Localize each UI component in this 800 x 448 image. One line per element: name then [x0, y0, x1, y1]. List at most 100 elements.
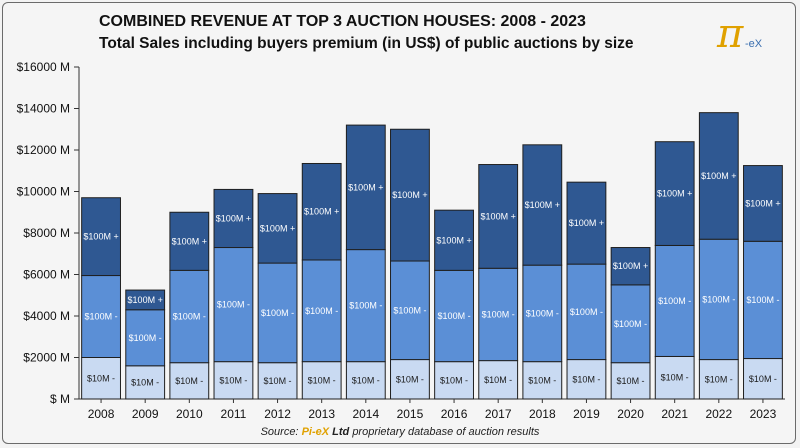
- segment-label: $100M -: [570, 307, 603, 317]
- segment-label: $100M -: [85, 312, 118, 322]
- segment-label: $10M -: [749, 374, 777, 384]
- segment-label: $100M -: [261, 308, 294, 318]
- bar-segment: [566, 263, 607, 361]
- x-tick-label: 2009: [132, 407, 159, 421]
- y-tick-label: $12000 M: [17, 143, 70, 157]
- segment-label: $100M -: [658, 296, 691, 306]
- x-tick-label: 2018: [529, 407, 556, 421]
- segment-label: $100M +: [172, 236, 207, 246]
- pi-ex-logo: π -eX: [716, 11, 763, 55]
- y-tick-label: $4000 M: [23, 309, 70, 323]
- segment-label: $100M +: [216, 213, 251, 223]
- y-tick-label: $8000 M: [23, 226, 70, 240]
- bar-segment: [478, 164, 519, 269]
- bar-segment: [698, 238, 739, 361]
- chart-title: COMBINED REVENUE AT TOP 3 AUCTION HOUSES…: [99, 13, 586, 30]
- segment-label: $100M -: [526, 308, 559, 318]
- x-tick-label: 2020: [617, 407, 644, 421]
- bar-segment: [434, 209, 474, 271]
- bar-segment: [81, 197, 121, 277]
- segment-label: $100M +: [569, 218, 604, 228]
- bar-segment: [654, 244, 695, 357]
- segment-label: $10M -: [572, 374, 600, 384]
- segment-label: $10M -: [219, 375, 247, 385]
- bar-segment: [522, 144, 563, 266]
- segment-label: $100M -: [129, 333, 162, 343]
- x-tick-label: 2014: [352, 407, 379, 421]
- segment-label: $100M -: [614, 319, 647, 329]
- segment-label: $100M -: [173, 312, 206, 322]
- segment-label: $100M +: [701, 171, 736, 181]
- segment-label: $100M +: [348, 182, 383, 192]
- segment-label: $100M +: [525, 200, 560, 210]
- segment-label: $100M -: [702, 294, 735, 304]
- source-prefix: Source:: [260, 426, 299, 438]
- source-rest: proprietary database of auction results: [352, 426, 540, 438]
- bar-segment: [390, 128, 430, 262]
- x-tick-label: 2015: [397, 407, 424, 421]
- segment-label: $10M -: [87, 373, 115, 383]
- source-brand: Pi-eX: [301, 426, 330, 438]
- logo-symbol: π: [716, 11, 744, 55]
- stacked-bar-chart: $ M $2000 M $4000 M $6000 M $8000 M $10000 M $…: [17, 60, 785, 421]
- bar-segment: [125, 365, 166, 400]
- segment-label: $10M -: [617, 376, 645, 386]
- bar-segment: [610, 247, 651, 286]
- segment-label: $10M -: [528, 375, 556, 385]
- chart-frame: COMBINED REVENUE AT TOP 3 AUCTION HOUSES…: [2, 2, 796, 444]
- segment-label: $10M -: [440, 375, 468, 385]
- bar-segment: [213, 188, 254, 249]
- bar-segment: [654, 355, 695, 400]
- segment-label: $100M +: [436, 235, 471, 245]
- segment-label: $100M -: [305, 306, 338, 316]
- segment-label: $10M -: [264, 376, 292, 386]
- x-tick-label: 2013: [308, 407, 335, 421]
- bar-segment: [125, 289, 166, 311]
- segment-label: $100M +: [260, 223, 295, 233]
- bar-segment: [390, 260, 430, 361]
- x-tick-label: 2016: [441, 407, 468, 421]
- bar-segment: [169, 211, 210, 271]
- x-tick-label: 2010: [176, 407, 203, 421]
- source-note: Source: Pi-eX Ltd proprietary database o…: [3, 426, 795, 438]
- x-tick-label: 2012: [264, 407, 291, 421]
- bar-segment: [698, 112, 739, 240]
- bar-segment: [345, 361, 386, 400]
- segment-label: $10M -: [661, 373, 689, 383]
- y-tick-label: $6000 M: [23, 268, 70, 282]
- bar-segment: [169, 269, 210, 364]
- bar-segment: [698, 359, 739, 400]
- bar-segment: [301, 162, 342, 261]
- segment-label: $100M -: [349, 301, 382, 311]
- x-tick-label: 2008: [88, 407, 115, 421]
- y-tick-label: $ M: [50, 392, 70, 406]
- bar-segment: [257, 262, 298, 364]
- logo-suffix: -eX: [745, 38, 763, 50]
- bar-segment: [125, 309, 166, 367]
- x-tick-label: 2017: [485, 407, 512, 421]
- segment-label: $100M +: [304, 207, 339, 217]
- segment-label: $10M -: [352, 375, 380, 385]
- y-tick-label: $2000 M: [23, 351, 70, 365]
- bar-segment: [257, 193, 298, 264]
- x-tick-label: 2023: [750, 407, 777, 421]
- segment-label: $10M -: [705, 374, 733, 384]
- segment-label: $100M +: [392, 190, 427, 200]
- segment-label: $10M -: [175, 376, 203, 386]
- bar-segment: [213, 361, 254, 400]
- bar-segment: [743, 165, 783, 242]
- x-tick-label: 2019: [573, 407, 600, 421]
- segment-label: $10M -: [484, 375, 512, 385]
- segment-label: $10M -: [396, 374, 424, 384]
- chart-subtitle: Total Sales including buyers premium (in…: [99, 35, 634, 52]
- bar-segment: [654, 141, 695, 246]
- segment-label: $100M +: [481, 211, 516, 221]
- bar-segment: [522, 264, 563, 363]
- segment-label: $100M -: [393, 305, 426, 315]
- x-tick-label: 2022: [705, 407, 732, 421]
- x-tick-label: 2021: [661, 407, 688, 421]
- segment-label: $100M -: [217, 300, 250, 310]
- segment-label: $100M +: [657, 189, 692, 199]
- source-ltd: Ltd: [332, 426, 350, 438]
- bar-segment: [213, 247, 254, 363]
